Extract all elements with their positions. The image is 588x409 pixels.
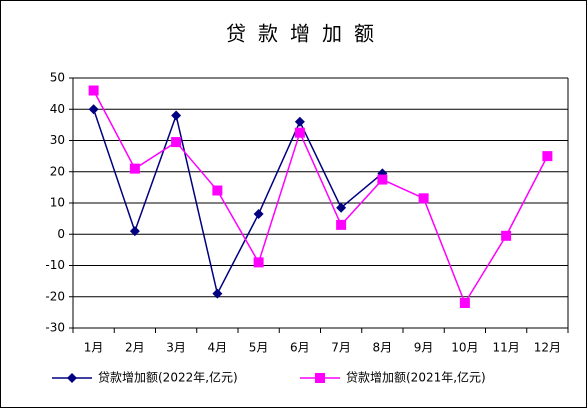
series-line [92,109,383,296]
x-tick-label: 10月 [451,341,478,355]
legend-marker [67,373,77,383]
y-tick-label: 40 [50,102,65,116]
y-tick-label: 50 [50,71,65,85]
point [129,226,140,237]
point [253,208,264,219]
point [253,257,264,268]
x-tick-label: 6月 [290,341,310,355]
legend-label: 贷款增加额(2021年,亿元) [346,370,486,385]
chart-title: 贷款增加额 [226,22,386,46]
x-tick-label: 7月 [331,341,351,355]
point [212,288,223,299]
point [88,85,99,96]
y-tick-label: -20 [45,289,65,303]
point [171,137,182,148]
y-tick-label: -30 [45,321,65,335]
point [542,151,553,162]
x-tick-label: 11月 [492,341,519,355]
x-tick-label: 1月 [84,341,104,355]
legend-label: 贷款增加额(2022年,亿元) [98,370,238,385]
point [336,202,347,213]
point [171,110,182,121]
point [336,219,347,230]
point [418,193,429,204]
x-tick-label: 12月 [534,341,561,355]
y-tick-label: -10 [45,258,65,272]
point [212,185,223,196]
point [459,298,470,308]
x-tick-label: 9月 [414,341,434,355]
y-tick-label: 0 [57,227,65,241]
x-tick-label: 2月 [125,341,145,355]
point [88,104,99,115]
point [377,174,388,185]
x-tick-label: 5月 [249,341,269,355]
point [294,127,305,138]
x-tick-label: 3月 [166,341,186,355]
point [129,163,140,174]
series-line [92,90,549,305]
x-tick-label: 4月 [208,341,228,355]
y-tick-label: 10 [50,196,65,210]
x-tick-label: 8月 [373,341,393,355]
point [294,116,305,127]
point [501,230,512,241]
y-tick-label: 30 [50,133,65,147]
legend-marker [315,373,325,383]
y-tick-label: 20 [50,164,65,178]
